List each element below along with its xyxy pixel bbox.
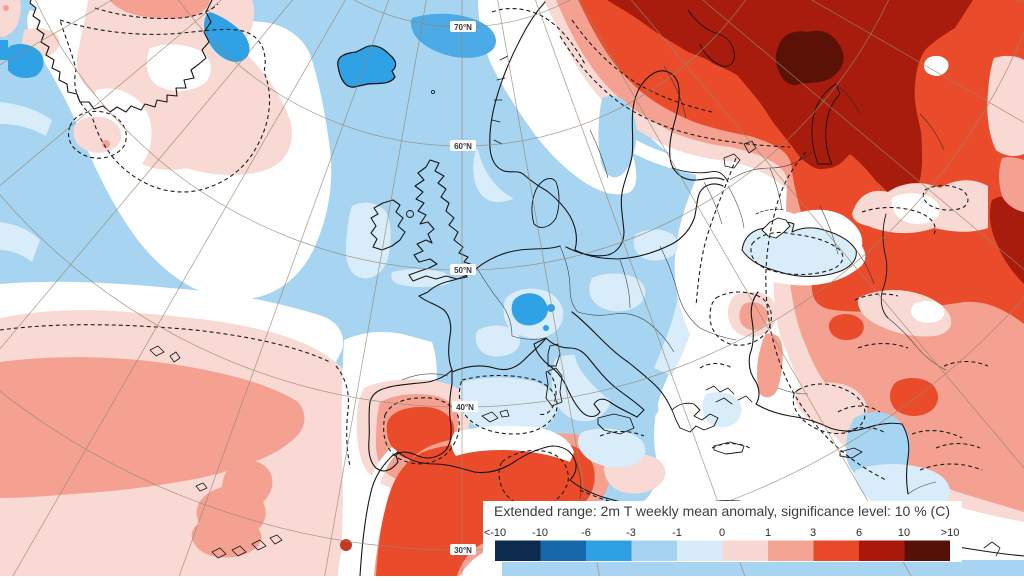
svg-text:50°N: 50°N <box>454 266 472 275</box>
svg-text:<-10: <-10 <box>484 527 506 539</box>
svg-text:-10: -10 <box>532 527 548 539</box>
svg-text:3: 3 <box>810 527 816 539</box>
svg-text:40°N: 40°N <box>456 403 474 412</box>
svg-text:0: 0 <box>719 527 725 539</box>
svg-text:-3: -3 <box>626 527 636 539</box>
svg-text:1: 1 <box>765 527 771 539</box>
svg-text:60°N: 60°N <box>454 142 472 151</box>
svg-text:10: 10 <box>898 527 910 539</box>
svg-text:70°N: 70°N <box>454 23 472 32</box>
svg-text:-1: -1 <box>672 527 682 539</box>
svg-text:6: 6 <box>856 527 862 539</box>
svg-text:Extended range: 2m T weekly me: Extended range: 2m T weekly mean anomaly… <box>494 503 950 519</box>
svg-text:-6: -6 <box>581 527 591 539</box>
svg-text:30°N: 30°N <box>454 546 472 555</box>
svg-text:>10: >10 <box>941 527 960 539</box>
